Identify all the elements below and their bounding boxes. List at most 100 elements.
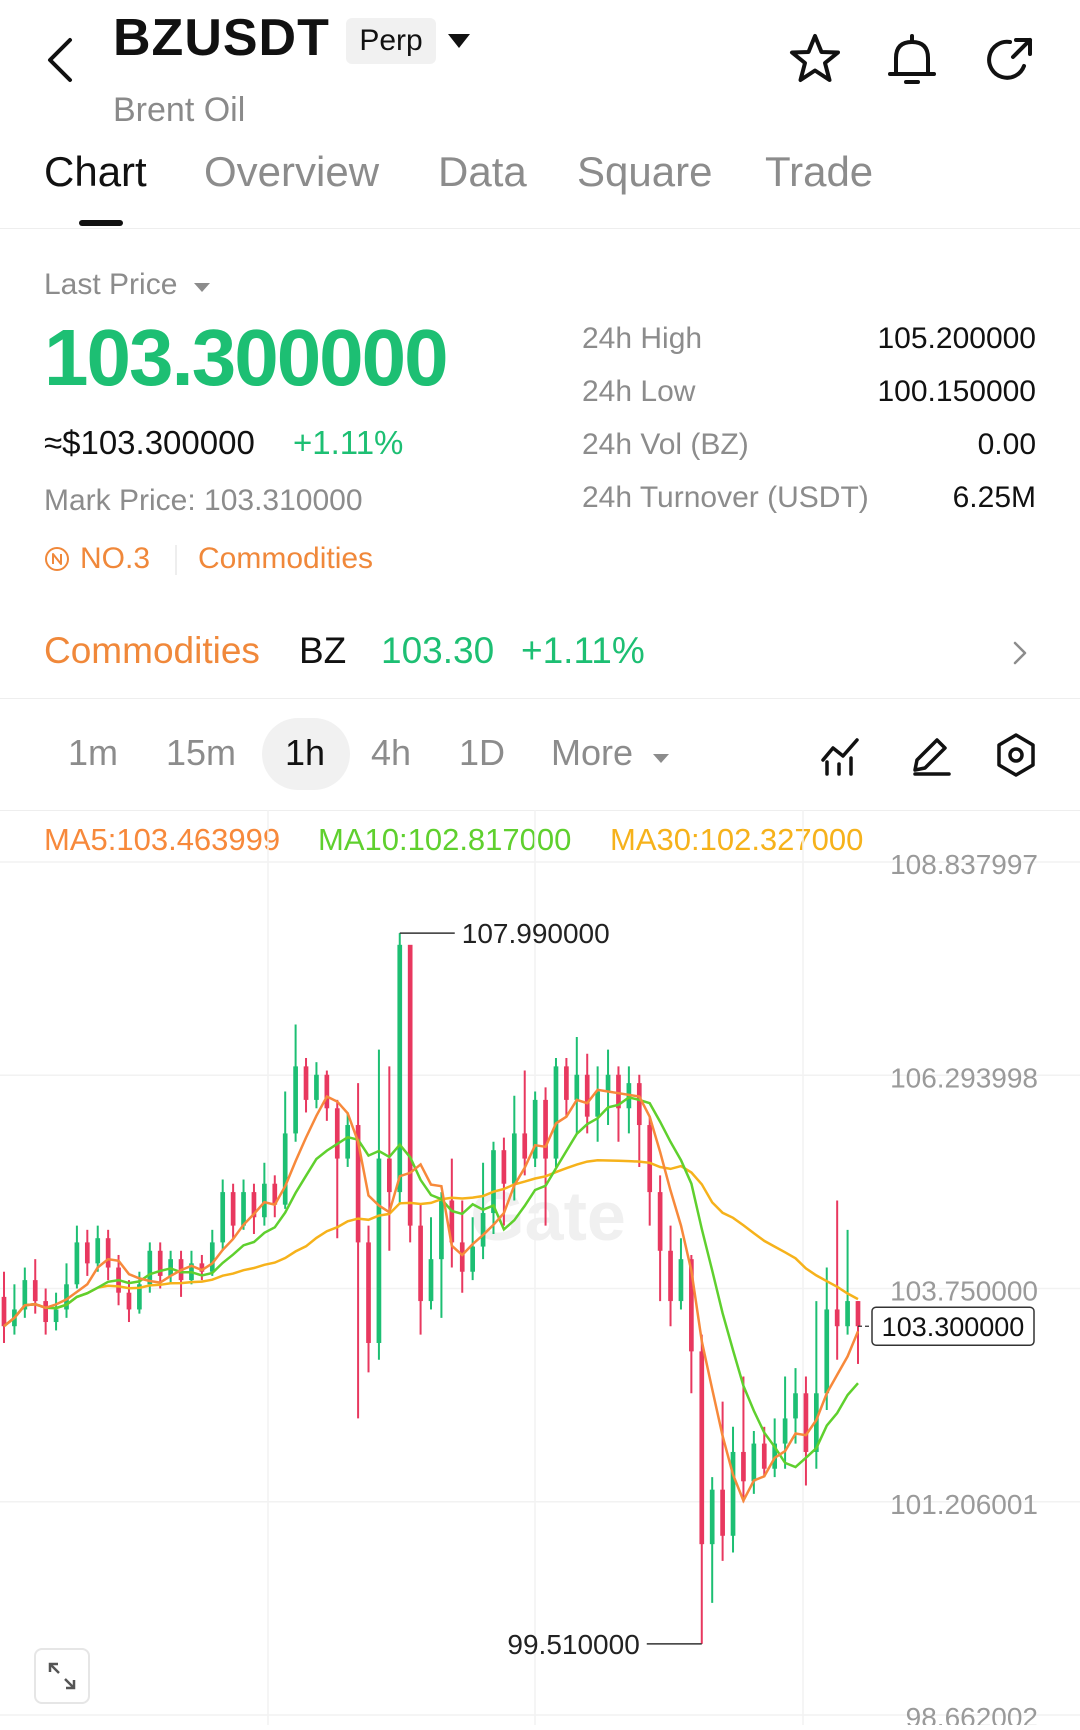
share-icon[interactable]: [980, 30, 1040, 90]
tab-square[interactable]: Square: [577, 148, 713, 195]
candle-body: [511, 1133, 517, 1184]
candlestick-chart[interactable]: 108.837997 106.293998 103.750000 101.206001…: [0, 810, 1080, 1730]
draw-pencil-icon[interactable]: [905, 730, 955, 780]
min-price-label: 99.510000: [507, 1629, 639, 1660]
candle-body: [199, 1263, 205, 1272]
candle-body: [220, 1192, 226, 1243]
candle-body: [532, 1099, 538, 1159]
candle-body: [470, 1246, 476, 1272]
candle-body: [689, 1259, 694, 1352]
commodity-price: 103.30: [381, 630, 495, 671]
ma30-label: MA30:102.327000: [610, 822, 864, 857]
candle-body: [1, 1296, 7, 1327]
usd-price: ≈$103.300000: [44, 424, 255, 461]
ma10-line: [3, 1096, 859, 1469]
candle-body: [553, 1066, 559, 1159]
candle-body: [84, 1242, 90, 1264]
candle-body: [501, 1150, 507, 1184]
candle-body: [324, 1074, 330, 1109]
pair-dropdown-icon[interactable]: [446, 32, 472, 55]
candle-body: [855, 1301, 861, 1327]
candle-body: [428, 1259, 434, 1302]
candle-body: [293, 1066, 298, 1134]
commodities-ticker-row[interactable]: Commodities BZ 103.30 +1.11%: [0, 620, 1080, 699]
rank-label: NO.3: [80, 542, 151, 575]
candle-body: [751, 1443, 757, 1482]
y-axis-tick-label: 106.293998: [890, 1062, 1038, 1093]
interval-1m[interactable]: 1m: [68, 732, 119, 773]
candle-body: [137, 1284, 142, 1310]
candle-body: [22, 1280, 28, 1310]
candle-body: [834, 1309, 840, 1327]
category-link[interactable]: Commodities: [198, 542, 374, 575]
candle-body: [74, 1242, 80, 1285]
commodities-label: Commodities: [44, 630, 260, 671]
candle-body: [449, 1200, 455, 1243]
stat-label: 24h Vol (BZ): [582, 428, 749, 461]
candle-body: [491, 1150, 496, 1214]
current-price-label: 103.300000: [882, 1312, 1025, 1342]
tab-overview[interactable]: Overview: [204, 148, 380, 195]
caret-down-icon: [653, 754, 670, 763]
stat-value: 0.00: [977, 428, 1036, 461]
tab-trade[interactable]: Trade: [765, 148, 874, 195]
commodity-change: +1.11%: [521, 630, 645, 671]
active-tab-indicator: [79, 220, 123, 226]
candle-body: [741, 1451, 746, 1482]
candle-body: [564, 1066, 569, 1100]
chart-settings-icon[interactable]: [991, 730, 1041, 780]
candle-body: [303, 1066, 309, 1100]
indicators-icon[interactable]: [817, 730, 867, 780]
y-axis-tick-label: 108.837997: [890, 849, 1038, 880]
candle-body: [366, 1242, 371, 1343]
candle-body: [605, 1074, 611, 1092]
candle-body: [793, 1393, 798, 1419]
interval-15m[interactable]: 15m: [166, 732, 237, 773]
chevron-right-icon: [1013, 641, 1027, 665]
pair-subtitle: Brent Oil: [113, 91, 246, 122]
expand-icon: [48, 1662, 76, 1690]
candle-body: [230, 1192, 236, 1226]
tab-data[interactable]: Data: [438, 148, 527, 195]
pair-title[interactable]: BZUSDT: [113, 9, 330, 67]
fullscreen-button[interactable]: [34, 1648, 90, 1704]
candle-body: [147, 1250, 153, 1285]
interval-1h[interactable]: 1h: [285, 732, 326, 773]
tab-chart[interactable]: Chart: [44, 148, 147, 195]
rank-badge[interactable]: NO.3: [44, 542, 150, 576]
candle-body: [43, 1301, 49, 1323]
stat-turnover: 24h Turnover (USDT) 6.25M: [582, 481, 1036, 521]
candle-body: [761, 1443, 767, 1469]
stat-label: 24h Turnover (USDT): [582, 481, 869, 514]
ma5-label: MA5:103.463999: [44, 822, 281, 857]
max-price-label: 107.990000: [462, 918, 610, 949]
candle-body: [616, 1074, 621, 1109]
candle-body: [647, 1125, 653, 1193]
last-price: 103.300000: [44, 313, 449, 402]
interval-toolbar: 1m 15m 1h 4h 1D More: [0, 700, 1080, 811]
stat-value: 100.150000: [877, 375, 1037, 408]
interval-4h[interactable]: 4h: [371, 732, 412, 773]
candle-body: [668, 1250, 673, 1302]
rank-icon: [45, 547, 69, 571]
candle-body: [397, 944, 403, 1193]
stat-low: 24h Low 100.150000: [582, 375, 1036, 415]
candle-body: [636, 1083, 642, 1126]
ma10-label: MA10:102.817000: [318, 822, 572, 857]
price-type-selector[interactable]: Last Price: [44, 268, 212, 302]
candle-body: [157, 1250, 163, 1276]
contract-type-badge[interactable]: Perp: [346, 18, 436, 64]
candle-body: [522, 1133, 528, 1159]
alert-bell-icon[interactable]: [882, 30, 942, 90]
back-button[interactable]: [40, 30, 80, 90]
candle-body: [439, 1200, 444, 1260]
candle-body: [657, 1192, 663, 1251]
main-tabs: Chart Overview Data Square Trade: [0, 148, 1080, 229]
divider: [175, 545, 177, 575]
interval-more-dropdown[interactable]: More: [551, 732, 671, 774]
interval-1d[interactable]: 1D: [459, 732, 506, 773]
price-chart[interactable]: 108.837997 106.293998 103.750000 101.206001…: [0, 810, 1080, 1730]
candle-body: [251, 1192, 257, 1218]
candle-body: [574, 1074, 580, 1100]
favorite-star-icon[interactable]: [785, 30, 845, 90]
